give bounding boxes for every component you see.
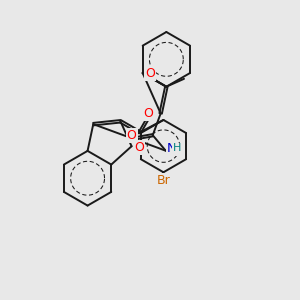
Text: H: H — [173, 143, 181, 153]
Text: Br: Br — [157, 174, 170, 187]
Text: O: O — [145, 67, 155, 80]
Text: O: O — [134, 141, 144, 154]
Text: O: O — [143, 107, 153, 120]
Text: O: O — [127, 129, 136, 142]
Text: N: N — [167, 142, 177, 155]
